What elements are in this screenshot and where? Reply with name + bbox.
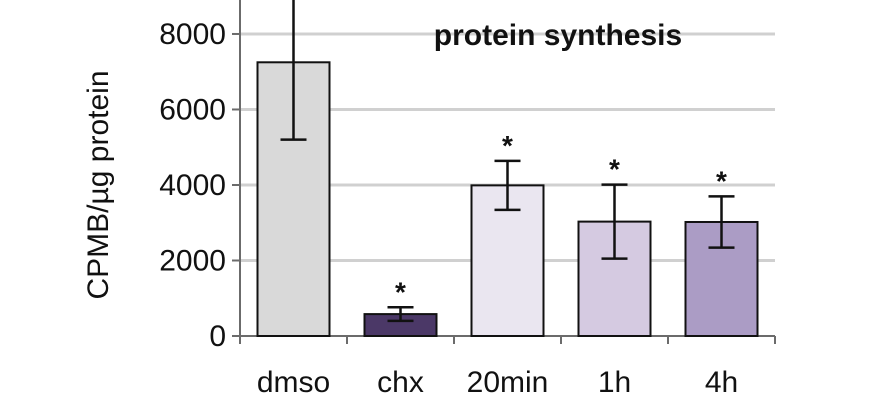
x-tick-label-4h: 4h xyxy=(705,366,738,399)
significance-star-4h: * xyxy=(716,165,727,196)
significance-star-chx: * xyxy=(395,276,406,307)
labels: 0 2000 4000 6000 8000 dmso chx * 20min * 1h * 4h * xyxy=(159,18,738,399)
y-tick-label: 2000 xyxy=(159,244,226,277)
y-tick-label: 4000 xyxy=(159,169,226,202)
y-tick-label: 8000 xyxy=(159,18,226,51)
error-bars xyxy=(280,0,735,323)
x-tick-label-chx: chx xyxy=(377,366,424,399)
significance-star-20min: * xyxy=(502,130,513,161)
y-axis-label: CPMB/µg protein xyxy=(82,70,115,299)
y-tick-label: 6000 xyxy=(159,93,226,126)
chart-title: protein synthesis xyxy=(434,19,682,52)
x-tick-label-1h: 1h xyxy=(598,366,631,399)
y-tick-label: 0 xyxy=(209,320,226,353)
x-tick-label-20min: 20min xyxy=(467,366,549,399)
bar-4h xyxy=(684,220,759,337)
significance-star-1h: * xyxy=(609,154,620,185)
x-tick-label-dmso: dmso xyxy=(257,366,330,399)
